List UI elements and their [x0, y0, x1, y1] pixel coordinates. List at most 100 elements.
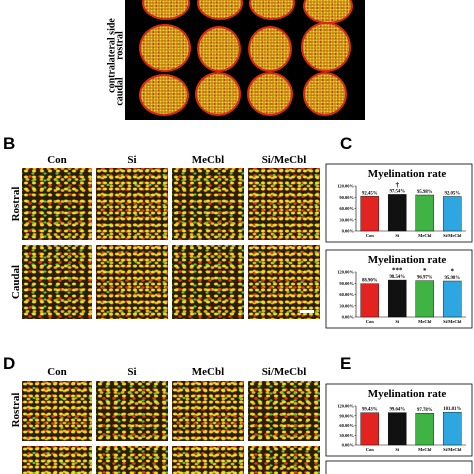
bar — [442, 196, 462, 232]
y-tick-label: 60.00% — [339, 292, 354, 297]
x-tick-label: Con — [366, 447, 374, 452]
panel-letter: C — [340, 134, 353, 153]
nerve-section — [139, 24, 191, 72]
scale-bar — [433, 112, 447, 115]
nerve-section — [249, 0, 295, 20]
micrograph — [248, 381, 320, 441]
micrograph — [172, 446, 244, 474]
value-label: 92.05% — [444, 191, 460, 196]
y-tick-label: 30.00% — [339, 433, 354, 438]
micrograph — [22, 245, 92, 319]
chart-title: Myelination rate — [368, 388, 447, 400]
y-tick-label: 30.00% — [339, 303, 354, 308]
micrograph — [248, 168, 320, 240]
value-label: 101.01% — [443, 407, 461, 412]
panel-a-image — [125, 0, 447, 120]
x-tick-label: Con — [366, 233, 374, 238]
micrograph — [22, 381, 92, 441]
bar — [415, 194, 435, 232]
y-tick-label: 120.00% — [337, 184, 354, 189]
micrograph — [22, 446, 92, 474]
nerve-section — [303, 0, 353, 24]
nerve-section — [195, 72, 241, 116]
bar — [442, 411, 462, 446]
y-tick-label: 60.00% — [339, 206, 354, 211]
significance-mark: *** — [392, 267, 403, 275]
bar — [360, 196, 380, 232]
micrograph — [22, 168, 92, 240]
y-tick-label: 0.00% — [342, 315, 355, 320]
value-label: 88.90% — [362, 279, 378, 284]
x-tick-label: Si — [395, 319, 400, 324]
micrograph — [96, 168, 168, 240]
column-label: Con — [47, 366, 67, 378]
column-label: Si/MeCbl — [261, 366, 307, 378]
micrograph — [172, 381, 244, 441]
micrograph — [96, 446, 168, 474]
x-tick-label: Si/MeCbl — [443, 319, 462, 324]
y-tick-label: 0.00% — [342, 443, 355, 448]
y-tick-label: 120.00% — [337, 404, 354, 409]
column-label: MeCbl — [191, 154, 225, 166]
nerve-section — [197, 0, 243, 20]
x-tick-label: MeCbl — [418, 447, 432, 452]
micrograph — [172, 168, 244, 240]
column-label: Con — [47, 154, 67, 166]
value-label: 97.78% — [417, 408, 433, 413]
micrograph — [248, 245, 320, 319]
micrograph — [96, 245, 168, 319]
panel-letter: B — [3, 134, 16, 153]
value-label: 98.54% — [389, 275, 405, 280]
x-tick-label: Si — [395, 447, 400, 452]
y-tick-label: 90.00% — [339, 195, 354, 200]
value-label: 96.97% — [417, 276, 433, 281]
nerve-section — [197, 26, 241, 72]
y-tick-label: 90.00% — [339, 281, 354, 286]
significance-mark: † — [396, 181, 400, 189]
bar — [387, 279, 407, 318]
micrograph — [172, 245, 244, 319]
value-label: 97.54% — [389, 189, 405, 194]
micrograph — [96, 381, 168, 441]
x-tick-label: Con — [366, 319, 374, 324]
scale-bar — [300, 310, 314, 313]
column-label: Si — [127, 154, 137, 166]
x-tick-label: MeCbl — [418, 319, 432, 324]
nerve-section — [303, 72, 347, 116]
bar — [387, 412, 407, 446]
value-label: 92.45% — [362, 191, 378, 196]
bar — [360, 412, 380, 446]
y-tick-label: 0.00% — [342, 229, 355, 234]
y-tick-label: 90.00% — [339, 413, 354, 418]
value-label: 95.98% — [444, 276, 460, 281]
chart-frame — [325, 460, 473, 474]
nerve-section — [142, 0, 190, 20]
x-tick-label: MeCbl — [418, 233, 432, 238]
nerve-section — [139, 74, 189, 116]
x-tick-label: Si/MeCbl — [443, 447, 462, 452]
significance-mark: * — [423, 267, 427, 275]
micrograph — [248, 446, 320, 474]
value-label: 99.43% — [362, 408, 378, 413]
bar — [360, 283, 380, 318]
chart-title: Myelination rate — [368, 254, 447, 266]
y-tick-label: 30.00% — [339, 217, 354, 222]
y-tick-label: 120.00% — [337, 270, 354, 275]
nerve-section — [247, 72, 293, 116]
bar — [387, 194, 407, 232]
column-label: Si/MeCbl — [261, 154, 307, 166]
x-tick-label: Si/MeCbl — [443, 233, 462, 238]
significance-mark: * — [451, 268, 455, 276]
chart-title: Myelination rate — [368, 168, 447, 180]
value-label: 95.98% — [417, 190, 433, 195]
x-tick-label: Si — [395, 233, 400, 238]
nerve-section — [301, 22, 351, 72]
value-label: 99.64% — [389, 408, 405, 413]
column-label: Si — [127, 366, 137, 378]
y-tick-label: 60.00% — [339, 423, 354, 428]
nerve-section — [248, 26, 292, 72]
panel-letter: E — [340, 354, 352, 373]
column-label: MeCbl — [191, 366, 225, 378]
